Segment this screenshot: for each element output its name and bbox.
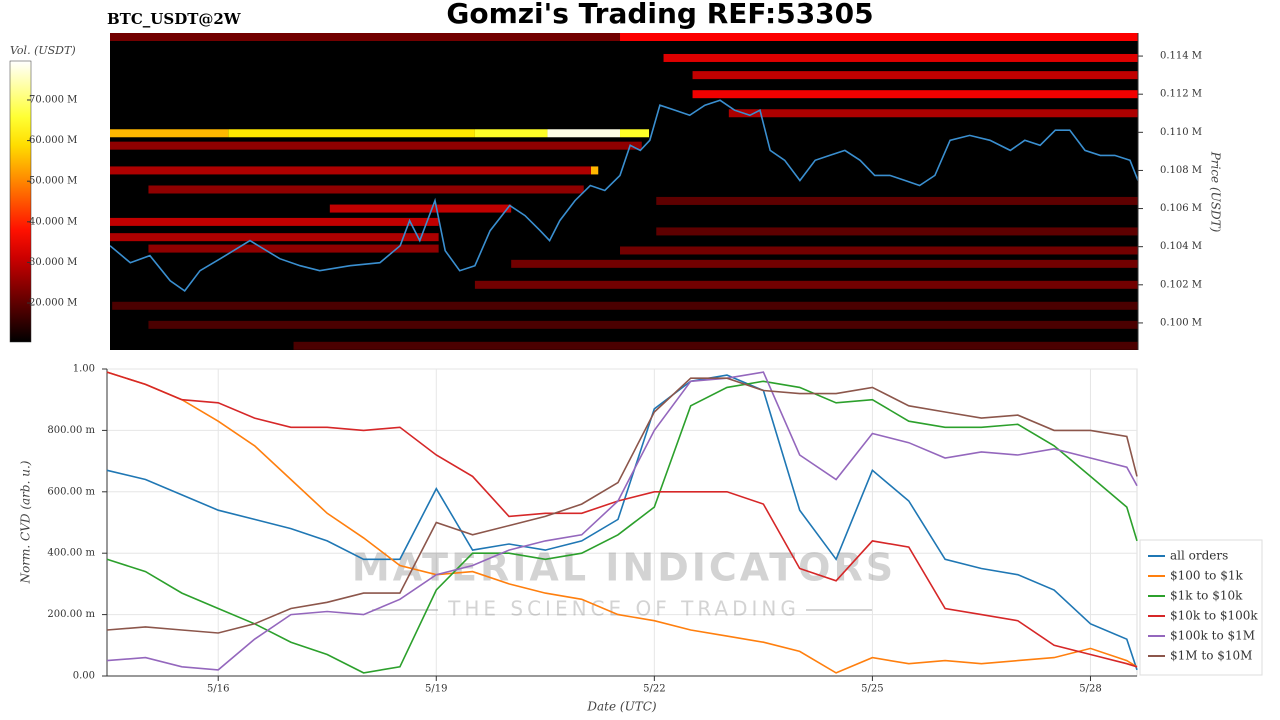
- watermark-title: MATERIAL INDICATORS: [352, 546, 896, 590]
- y-tick-label: 200.00 m: [47, 609, 95, 620]
- legend-label: $10k to $100k: [1170, 609, 1258, 623]
- heatmap-cell: [148, 244, 439, 253]
- legend-label: $100 to $1k: [1170, 569, 1243, 583]
- heatmap-cell: [620, 33, 1138, 42]
- x-tick-label: 5/19: [425, 684, 447, 695]
- x-tick-label: 5/28: [1079, 684, 1101, 695]
- colorbar-tick-label: 30.000 M: [29, 257, 77, 268]
- colorbar-tick-label: 50.000 M: [29, 176, 77, 187]
- plot-background: [106, 368, 1138, 677]
- heatmap-cell: [148, 185, 584, 194]
- legend-label: $1M to $10M: [1170, 649, 1252, 663]
- watermark: MATERIAL INDICATORS THE SCIENCE OF TRADIN…: [352, 546, 896, 621]
- heatmap-cell: [590, 166, 599, 175]
- heatmap-cell: [692, 90, 1138, 99]
- heatmap-cell: [511, 259, 1138, 268]
- heatmap-cell: [110, 166, 591, 175]
- x-tick-label: 5/22: [643, 684, 665, 695]
- y-tick-label: 0.102 M: [1160, 279, 1202, 290]
- y-tick-label: 0.106 M: [1160, 203, 1202, 214]
- series-line: [106, 377, 1138, 634]
- series-line: [106, 380, 1138, 674]
- x-axis-label: Date (UTC): [586, 700, 656, 714]
- y-tick-label: 0.108 M: [1160, 165, 1202, 176]
- y-tick-label: 0.114 M: [1160, 51, 1202, 62]
- y-axis-label: Price (USDT): [1209, 151, 1223, 233]
- heatmap-cell: [148, 320, 1138, 329]
- colorbar-tick-label: 40.000 M: [29, 216, 77, 227]
- heatmap-cell: [474, 129, 548, 138]
- heatmap-cell: [110, 129, 229, 138]
- colorbar-tick-label: 60.000 M: [29, 135, 77, 146]
- legend-box: [1139, 539, 1263, 676]
- y-tick-label: 1.00: [73, 364, 95, 375]
- heatmap-cell: [663, 53, 1138, 62]
- heatmap-cell: [110, 33, 621, 42]
- heatmap: [110, 33, 1138, 350]
- heatmap-cell: [656, 227, 1138, 236]
- watermark-subtitle: THE SCIENCE OF TRADING: [447, 597, 800, 621]
- y-tick-label: 0.00: [73, 671, 95, 682]
- series-line: [106, 371, 1138, 668]
- heatmap-cell: [656, 196, 1138, 205]
- colorbar-tick-label: 70.000 M: [29, 94, 77, 105]
- heatmap-cell: [728, 109, 1138, 118]
- y-tick-label: 600.00 m: [47, 486, 95, 497]
- heatmap-cell: [547, 129, 621, 138]
- heatmap-cell: [110, 141, 642, 150]
- heatmap-cell: [110, 233, 439, 242]
- y-tick-label: 0.112 M: [1160, 89, 1202, 100]
- legend-label: all orders: [1170, 549, 1228, 563]
- heatmap-cell: [110, 217, 439, 226]
- colorbar-label: Vol. (USDT): [10, 44, 76, 57]
- y-tick-label: 400.00 m: [47, 548, 95, 559]
- heatmap-cell: [620, 129, 650, 138]
- colorbar: [9, 60, 32, 343]
- chart-subtitle: BTC_USDT@2W: [107, 10, 242, 28]
- x-tick-label: 5/25: [861, 684, 883, 695]
- legend-label: $100k to $1M: [1170, 629, 1255, 643]
- heatmap-cell: [474, 280, 1138, 289]
- price-line: [110, 99, 1138, 292]
- heatmap-cell: [112, 301, 1138, 310]
- heatmap-cell: [692, 71, 1138, 80]
- heatmap-cell: [228, 129, 475, 138]
- y-tick-label: 0.104 M: [1160, 241, 1202, 252]
- heatmap-cell: [293, 341, 1138, 350]
- chart-title: Gomzi's Trading REF:53305: [446, 0, 873, 30]
- x-tick-label: 5/16: [207, 684, 229, 695]
- heatmap-cell: [620, 246, 1138, 255]
- y-tick-label: 0.110 M: [1160, 127, 1202, 138]
- colorbar-tick-label: 20.000 M: [29, 298, 77, 309]
- legend-label: $1k to $10k: [1170, 589, 1243, 603]
- y-tick-label: 800.00 m: [47, 425, 95, 436]
- series-line: [106, 371, 1138, 674]
- y-axis-label: Norm. CVD (arb. u.): [19, 460, 33, 584]
- heatmap-cell: [329, 204, 512, 213]
- series-line: [106, 371, 1138, 671]
- y-tick-label: 0.100 M: [1160, 317, 1202, 328]
